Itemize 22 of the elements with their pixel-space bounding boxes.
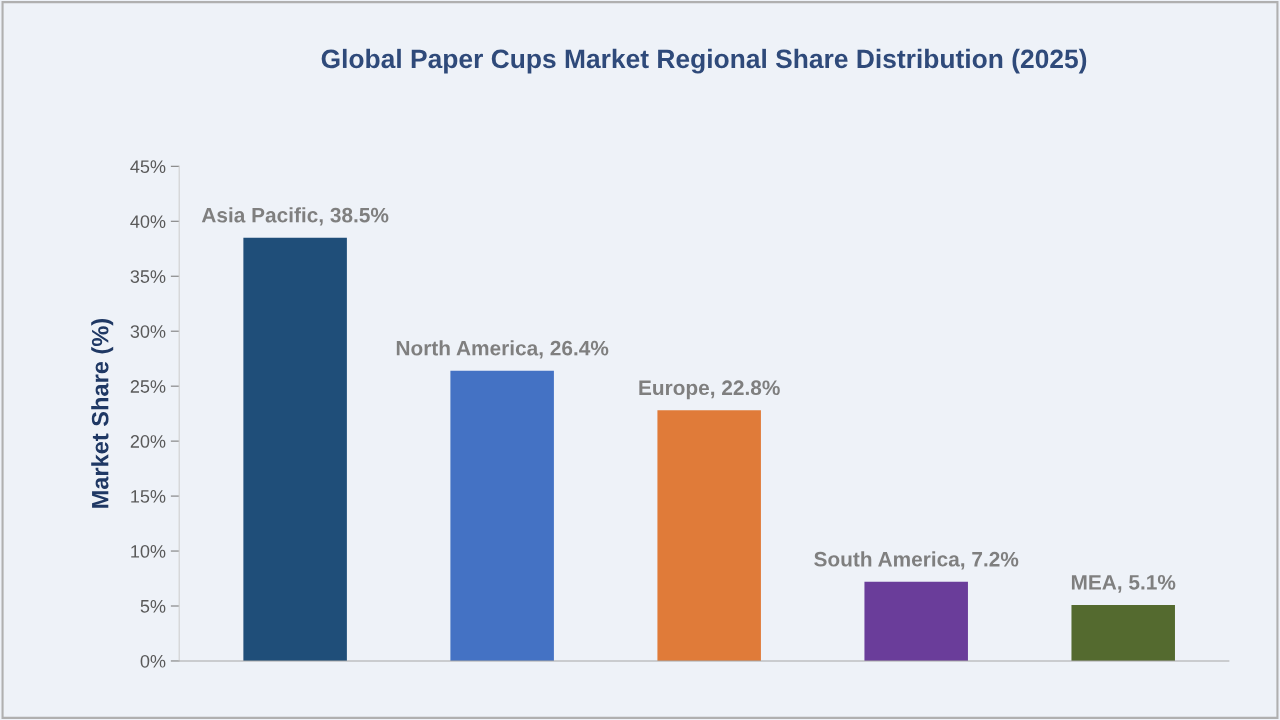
data-label: South America, 7.2% (814, 551, 1019, 570)
y-tick-label: 0% (140, 654, 166, 668)
data-label: Asia Pacific, 38.5% (201, 207, 389, 226)
bar (1071, 604, 1175, 661)
y-tick-label: 20% (130, 435, 166, 448)
y-tick-label: 45% (130, 160, 166, 174)
y-tick-label: 5% (140, 600, 166, 613)
chart-title: Global Paper Cups Market Regional Share Distribution (2025) (321, 48, 1087, 74)
y-tick-label: 15% (131, 490, 166, 503)
bar (864, 581, 968, 661)
bar (450, 370, 554, 661)
data-label: MEA, 5.1% (1071, 574, 1176, 593)
y-tick-label: 40% (130, 215, 166, 228)
bar (657, 410, 761, 661)
y-tick-label: 25% (130, 380, 166, 393)
y-tick-label: 35% (130, 270, 166, 283)
y-tick-label: 30% (130, 325, 166, 338)
data-label: North America, 26.4% (396, 340, 609, 359)
y-axis-title: Market Share (%) (91, 319, 114, 508)
y-tick-label: 10% (131, 544, 166, 558)
bar (243, 237, 347, 661)
data-label: Europe, 22.8% (639, 380, 780, 400)
